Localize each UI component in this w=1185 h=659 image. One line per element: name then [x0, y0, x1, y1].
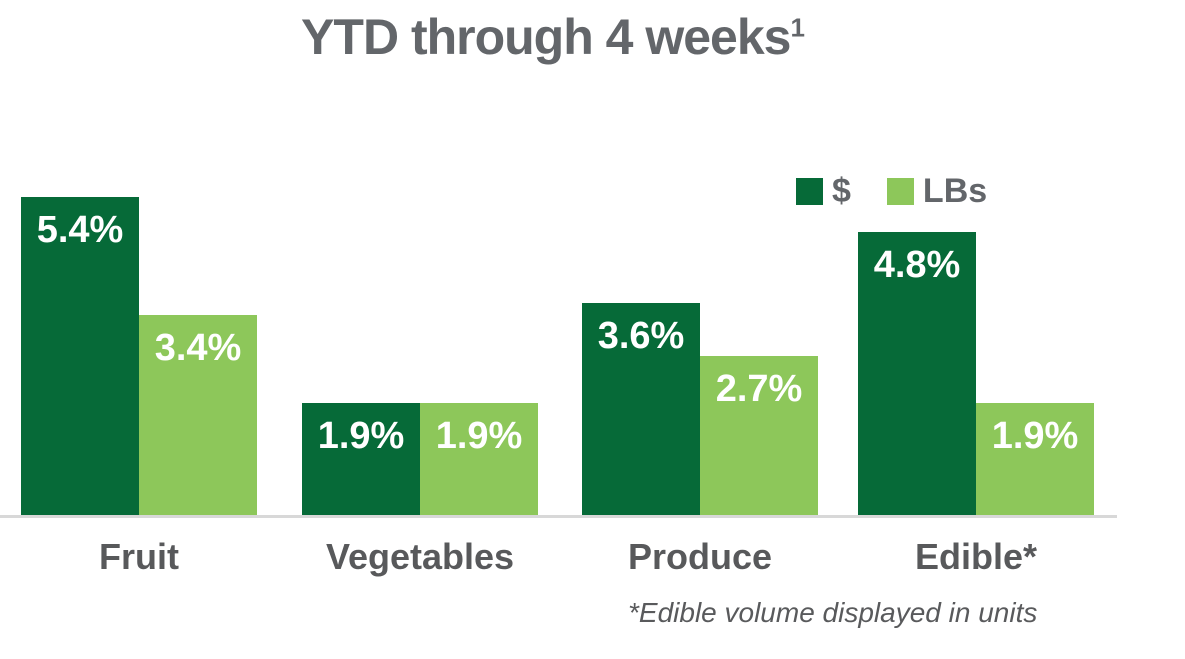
chart-title-text: YTD through 4 weeks	[301, 9, 791, 65]
category-labels-row: Fruit Vegetables Produce Edible*	[0, 536, 1185, 582]
bar-dollars-produce: 3.6%	[582, 303, 700, 515]
bar-dollars-fruit: 5.4%	[21, 197, 139, 515]
legend-swatch-lbs	[886, 177, 914, 205]
legend-item-lbs: LBs	[886, 172, 988, 210]
plot-area: 5.4% 3.4% 1.9% 1.9% 3.6% 2.7% 4.8% 1.9%	[0, 140, 1185, 515]
bar-value-label-lbs-vegetables: 1.9%	[435, 415, 523, 457]
bar-lbs-edible: 1.9%	[976, 403, 1094, 515]
bar-group-produce: 3.6% 2.7%	[582, 303, 818, 515]
bar-dollars-edible: 4.8%	[858, 232, 976, 515]
legend-label-lbs: LBs	[922, 172, 988, 210]
bar-lbs-produce: 2.7%	[700, 356, 818, 515]
category-label-edible: Edible*	[914, 536, 1038, 577]
bar-lbs-fruit: 3.4%	[139, 315, 257, 515]
chart-title-superscript: 1	[790, 12, 805, 43]
category-label-produce: Produce	[627, 536, 773, 577]
bar-value-label-lbs-fruit: 3.4%	[154, 327, 242, 369]
bar-lbs-vegetables: 1.9%	[420, 403, 538, 515]
bar-group-vegetables: 1.9% 1.9%	[302, 403, 538, 515]
bar-value-label-dollars-produce: 3.6%	[597, 315, 685, 357]
bar-group-fruit: 5.4% 3.4%	[21, 197, 257, 515]
chart-title: YTD through 4 weeks1	[0, 8, 1105, 66]
category-label-fruit: Fruit	[99, 536, 179, 577]
bar-value-label-dollars-fruit: 5.4%	[36, 209, 124, 251]
bar-dollars-vegetables: 1.9%	[302, 403, 420, 515]
legend: $ LBs	[796, 174, 987, 208]
bar-value-label-dollars-edible: 4.8%	[873, 244, 961, 286]
bar-value-label-lbs-edible: 1.9%	[991, 415, 1079, 457]
legend-item-dollars: $	[796, 174, 851, 208]
x-axis-line	[0, 515, 1117, 518]
category-label-vegetables: Vegetables	[325, 536, 515, 577]
bar-value-label-lbs-produce: 2.7%	[715, 368, 803, 410]
legend-swatch-dollars	[796, 177, 823, 205]
footnote: *Edible volume displayed in units	[628, 597, 1038, 628]
bar-value-label-dollars-vegetables: 1.9%	[317, 415, 405, 457]
bar-group-edible: 4.8% 1.9%	[858, 232, 1094, 515]
legend-label-dollars: $	[832, 172, 851, 210]
